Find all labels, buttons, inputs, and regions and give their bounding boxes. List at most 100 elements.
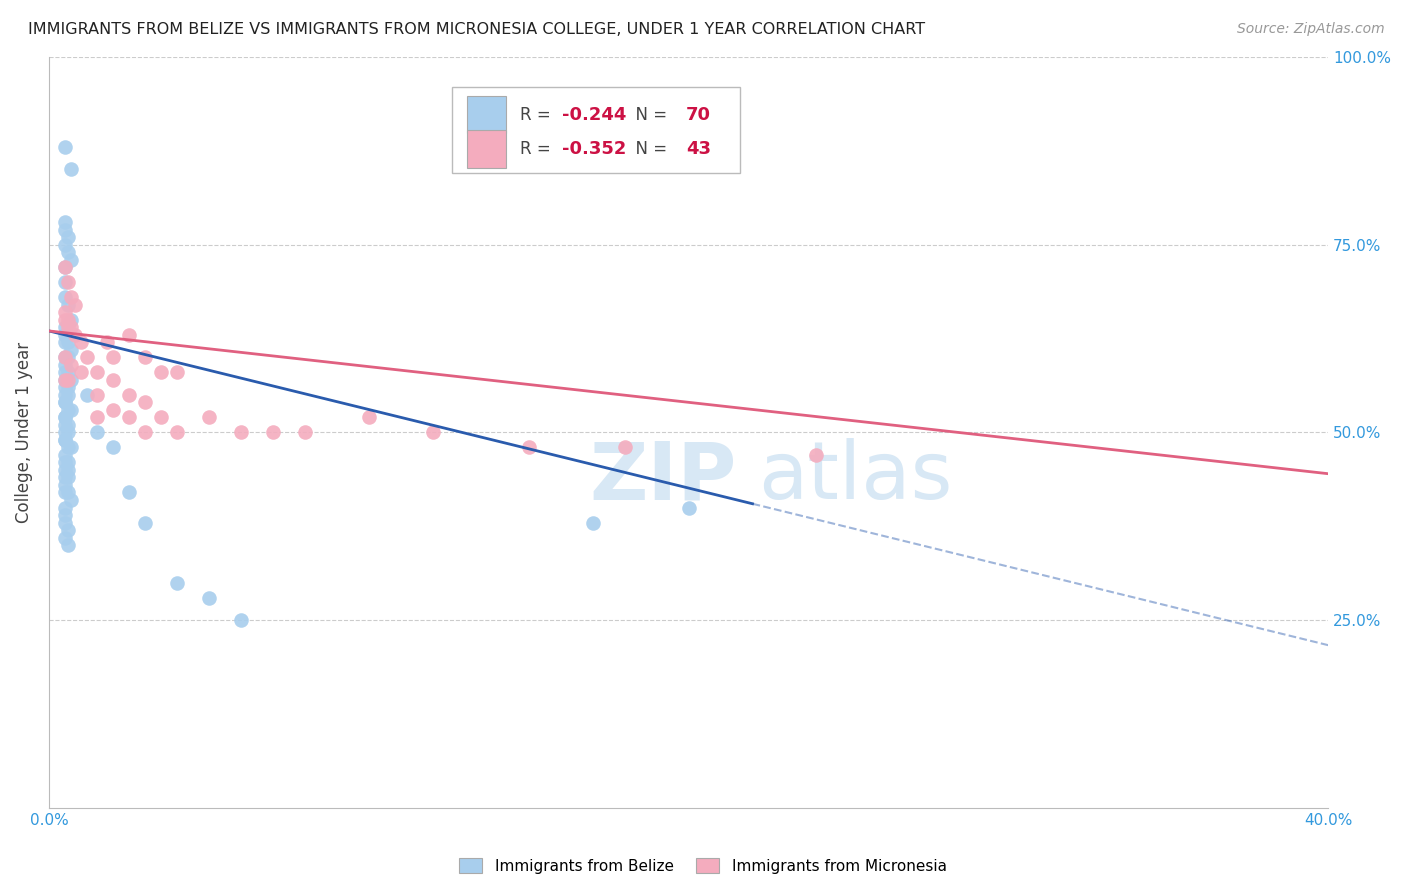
Text: 43: 43	[686, 140, 711, 158]
Point	[56, 470, 79, 484]
Point	[53, 335, 76, 350]
Point	[60, 441, 83, 455]
Point	[53, 358, 76, 372]
Point	[53, 260, 76, 274]
Point	[56, 350, 79, 364]
Point	[60, 373, 83, 387]
Point	[76, 350, 98, 364]
Point	[56, 380, 79, 394]
Point	[56, 245, 79, 260]
Point	[96, 335, 118, 350]
Point	[56, 402, 79, 417]
Point	[56, 441, 79, 455]
Point	[60, 252, 83, 267]
Point	[60, 312, 83, 326]
Text: N =: N =	[624, 105, 672, 123]
Point	[53, 463, 76, 477]
Point	[357, 410, 380, 425]
Point	[53, 417, 76, 432]
Point	[53, 222, 76, 236]
Point	[53, 410, 76, 425]
Point	[56, 485, 79, 500]
Text: ZIP: ZIP	[589, 439, 737, 516]
Point	[56, 388, 79, 402]
Point	[56, 538, 79, 552]
Point	[53, 433, 76, 447]
Point	[53, 500, 76, 515]
Point	[262, 425, 284, 440]
Point	[60, 493, 83, 508]
Point	[53, 290, 76, 304]
Point	[56, 365, 79, 379]
Point	[294, 425, 316, 440]
Point	[56, 320, 79, 334]
Point	[56, 275, 79, 289]
Point	[134, 516, 156, 530]
Point	[53, 237, 76, 252]
Point	[517, 441, 540, 455]
Point	[53, 395, 76, 409]
Text: R =: R =	[520, 105, 555, 123]
Point	[53, 373, 76, 387]
Point	[56, 335, 79, 350]
Point	[581, 516, 603, 530]
Point	[53, 373, 76, 387]
Point	[56, 523, 79, 537]
Point	[53, 455, 76, 469]
Point	[53, 215, 76, 229]
Point	[60, 320, 83, 334]
Point	[229, 613, 252, 627]
Point	[149, 410, 172, 425]
Point	[118, 327, 141, 342]
Point	[53, 275, 76, 289]
Text: -0.244: -0.244	[562, 105, 626, 123]
Point	[101, 373, 124, 387]
Point	[53, 305, 76, 319]
Point	[198, 591, 221, 605]
Point	[60, 343, 83, 357]
Point	[56, 230, 79, 244]
Point	[86, 388, 108, 402]
Text: Source: ZipAtlas.com: Source: ZipAtlas.com	[1237, 22, 1385, 37]
Point	[56, 417, 79, 432]
Point	[60, 402, 83, 417]
Point	[53, 508, 76, 522]
Point	[101, 402, 124, 417]
Point	[53, 312, 76, 326]
Point	[56, 312, 79, 326]
Point	[53, 470, 76, 484]
Point	[53, 140, 76, 154]
Point	[70, 365, 93, 379]
Point	[86, 365, 108, 379]
Point	[118, 485, 141, 500]
Point	[86, 425, 108, 440]
Point	[56, 373, 79, 387]
Point	[53, 260, 76, 274]
Point	[53, 380, 76, 394]
Point	[613, 441, 636, 455]
FancyBboxPatch shape	[467, 130, 506, 168]
Point	[53, 365, 76, 379]
Point	[53, 485, 76, 500]
Text: -0.352: -0.352	[562, 140, 626, 158]
Point	[53, 478, 76, 492]
Point	[53, 395, 76, 409]
Y-axis label: College, Under 1 year: College, Under 1 year	[15, 342, 32, 523]
Point	[229, 425, 252, 440]
Legend: Immigrants from Belize, Immigrants from Micronesia: Immigrants from Belize, Immigrants from …	[453, 852, 953, 880]
Point	[134, 350, 156, 364]
Point	[101, 441, 124, 455]
Point	[101, 350, 124, 364]
Point	[118, 410, 141, 425]
FancyBboxPatch shape	[451, 87, 740, 173]
Point	[60, 358, 83, 372]
Text: N =: N =	[624, 140, 672, 158]
Text: atlas: atlas	[758, 439, 952, 516]
Point	[70, 335, 93, 350]
Point	[60, 290, 83, 304]
Point	[86, 410, 108, 425]
Text: IMMIGRANTS FROM BELIZE VS IMMIGRANTS FROM MICRONESIA COLLEGE, UNDER 1 YEAR CORRE: IMMIGRANTS FROM BELIZE VS IMMIGRANTS FRO…	[28, 22, 925, 37]
Point	[118, 388, 141, 402]
Point	[53, 350, 76, 364]
Point	[60, 162, 83, 177]
